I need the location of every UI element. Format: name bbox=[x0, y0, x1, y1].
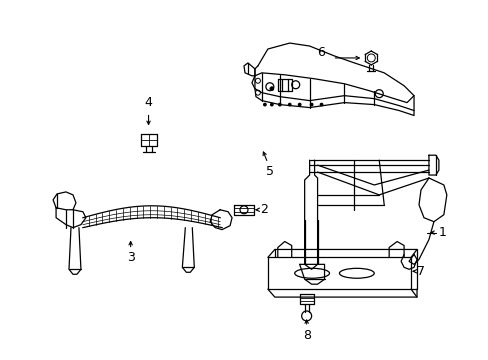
Text: 6: 6 bbox=[316, 46, 324, 59]
Text: 1: 1 bbox=[438, 226, 446, 239]
Text: 4: 4 bbox=[144, 95, 152, 109]
Circle shape bbox=[270, 103, 272, 106]
Circle shape bbox=[269, 87, 273, 91]
Circle shape bbox=[278, 103, 281, 106]
Circle shape bbox=[320, 103, 322, 106]
Circle shape bbox=[298, 103, 300, 106]
Text: 7: 7 bbox=[416, 265, 424, 278]
Circle shape bbox=[263, 103, 265, 106]
Text: 8: 8 bbox=[302, 329, 310, 342]
Circle shape bbox=[288, 103, 290, 106]
Ellipse shape bbox=[339, 268, 373, 278]
Circle shape bbox=[310, 103, 312, 106]
Ellipse shape bbox=[294, 268, 329, 278]
Text: 3: 3 bbox=[126, 251, 134, 265]
Text: 5: 5 bbox=[265, 165, 273, 178]
Text: 2: 2 bbox=[260, 203, 267, 216]
